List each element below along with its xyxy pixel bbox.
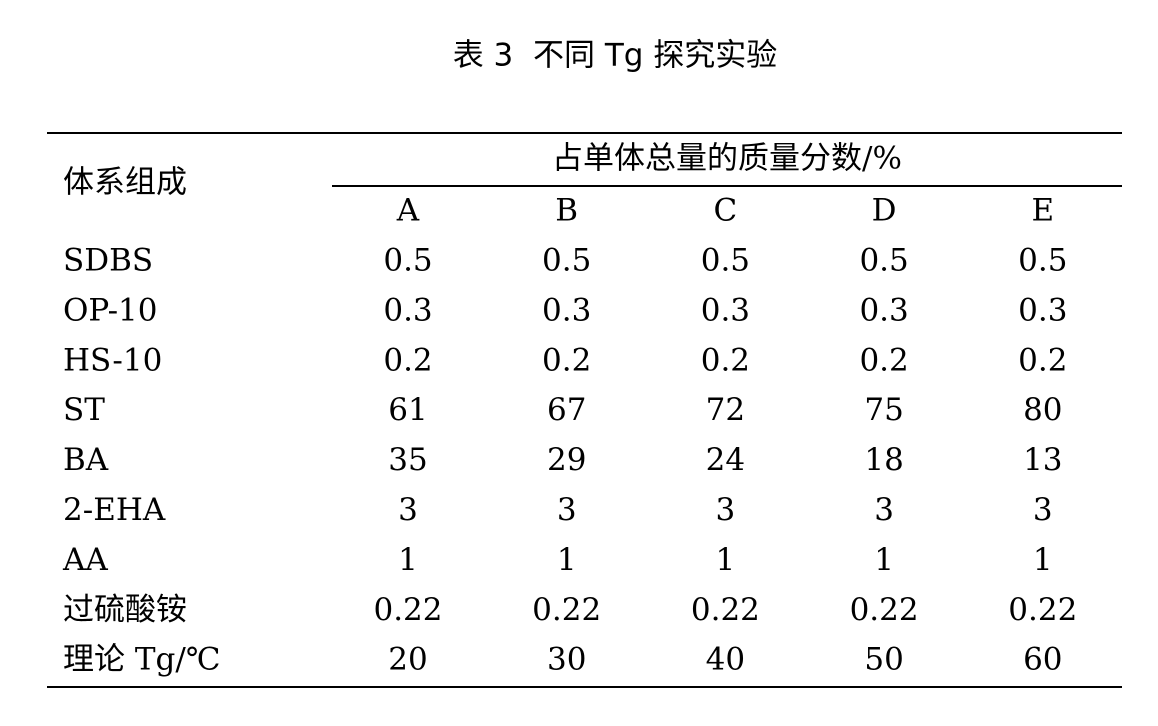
cell: 35	[388, 442, 427, 478]
cell: 0.22	[373, 592, 442, 628]
cell: 18	[864, 442, 903, 478]
cell: 1	[557, 542, 577, 578]
cell: 0.5	[859, 243, 908, 279]
table-title: 表 3 不同 Tg 探究实验	[453, 38, 778, 74]
cell: 0.3	[542, 292, 591, 328]
column-header: A	[396, 193, 420, 229]
cell: 1	[716, 542, 736, 578]
cell: 0.5	[542, 243, 591, 279]
cell: 0.5	[383, 243, 432, 279]
row-label: 过硫酸铵	[63, 592, 187, 628]
cell: 1	[398, 542, 418, 578]
cell: 30	[547, 642, 586, 678]
cell: 0.3	[383, 292, 432, 328]
cell: 0.2	[701, 342, 750, 378]
cell: 0.22	[532, 592, 601, 628]
cell: 13	[1023, 442, 1062, 478]
cell: 0.2	[859, 342, 908, 378]
cell: 3	[398, 492, 418, 528]
cell: 20	[388, 642, 427, 678]
column-header: B	[555, 193, 578, 229]
cell: 60	[1023, 642, 1062, 678]
cell: 72	[706, 392, 745, 428]
column-header: D	[872, 193, 897, 229]
cell: 0.2	[383, 342, 432, 378]
cell: 0.22	[691, 592, 760, 628]
cell: 0.22	[850, 592, 919, 628]
cell: 0.22	[1008, 592, 1077, 628]
row-label: HS-10	[63, 342, 162, 378]
cell: 3	[874, 492, 894, 528]
cell: 75	[864, 392, 903, 428]
column-header: C	[714, 193, 738, 229]
row-label: 理论 Tg/℃	[63, 642, 221, 678]
cell: 3	[557, 492, 577, 528]
row-header: 体系组成	[63, 165, 187, 201]
cell: 61	[388, 392, 427, 428]
cell: 0.5	[1018, 243, 1067, 279]
row-label: AA	[62, 542, 108, 578]
cell: 0.2	[1018, 342, 1067, 378]
cell: 50	[864, 642, 903, 678]
cell: 29	[547, 442, 586, 478]
column-header: E	[1031, 193, 1054, 229]
row-label: 2-EHA	[63, 492, 166, 528]
cell: 40	[706, 642, 745, 678]
cell: 0.3	[859, 292, 908, 328]
cell: 3	[1033, 492, 1053, 528]
cell: 1	[1033, 542, 1053, 578]
row-label: ST	[63, 392, 105, 428]
row-label: BA	[63, 442, 109, 478]
cell: 0.2	[542, 342, 591, 378]
cell: 80	[1023, 392, 1062, 428]
cell: 24	[706, 442, 745, 478]
cell: 0.5	[701, 243, 750, 279]
row-label: OP-10	[63, 292, 158, 328]
cell: 1	[874, 542, 894, 578]
cell: 0.3	[701, 292, 750, 328]
group-header: 占单体总量的质量分数/%	[552, 141, 902, 177]
row-label: SDBS	[63, 243, 153, 279]
cell: 0.3	[1018, 292, 1067, 328]
cell: 3	[716, 492, 736, 528]
cell: 67	[547, 392, 586, 428]
